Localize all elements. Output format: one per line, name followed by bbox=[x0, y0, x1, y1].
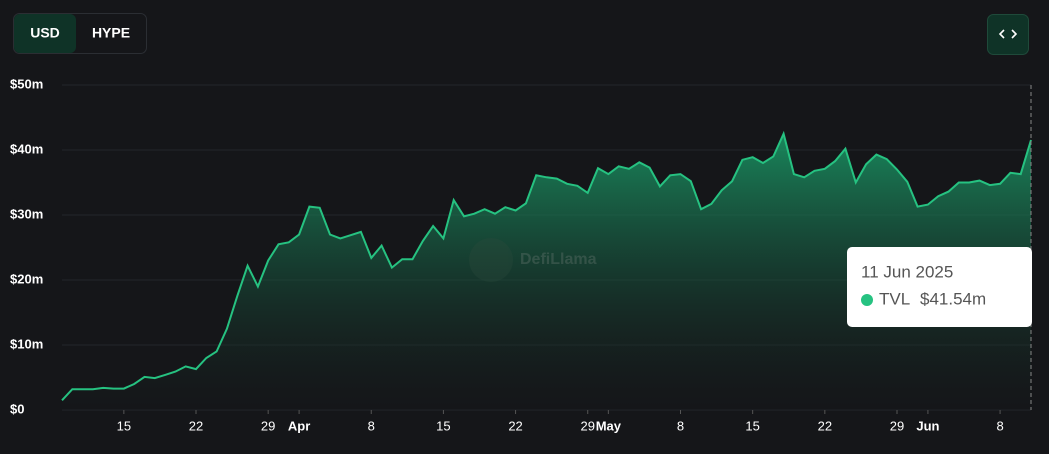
y-tick-label: $0 bbox=[10, 401, 24, 416]
x-tick-label: 15 bbox=[117, 418, 131, 433]
x-tick-label: 15 bbox=[436, 418, 450, 433]
tooltip-value: $41.54m bbox=[920, 289, 986, 308]
watermark-text: DefiLlama bbox=[520, 251, 597, 268]
x-tick-label: 22 bbox=[818, 418, 832, 433]
usd-label[interactable]: USD bbox=[30, 25, 60, 41]
tooltip-marker bbox=[861, 294, 873, 306]
y-tick-label: $30m bbox=[10, 206, 43, 221]
x-tick-label: 8 bbox=[368, 418, 375, 433]
y-tick-label: $40m bbox=[10, 141, 43, 156]
embed-icon bbox=[998, 29, 1018, 39]
tooltip-box bbox=[847, 247, 1032, 327]
watermark: DefiLlama bbox=[469, 238, 597, 282]
usd-button[interactable] bbox=[14, 14, 76, 53]
y-tick-label: $50m bbox=[10, 76, 43, 91]
x-tick-label: 29 bbox=[261, 418, 275, 433]
area-fill bbox=[62, 133, 1031, 411]
area-line bbox=[61, 130, 1032, 401]
y-tick-label: $10m bbox=[10, 336, 43, 351]
embed-button[interactable] bbox=[987, 14, 1029, 55]
x-tick-label: Jun bbox=[916, 418, 939, 433]
x-tick-label: 8 bbox=[677, 418, 684, 433]
x-tick-label: 29 bbox=[890, 418, 904, 433]
x-tick-label: May bbox=[596, 418, 622, 433]
x-tick-label: 29 bbox=[580, 418, 594, 433]
watermark-logo bbox=[469, 238, 513, 282]
x-tick-label: 8 bbox=[996, 418, 1003, 433]
x-tick-label: Apr bbox=[288, 418, 310, 433]
hype-label[interactable]: HYPE bbox=[92, 25, 130, 41]
tooltip: 11 Jun 2025 TVL $41.54m bbox=[847, 247, 1032, 327]
y-tick-label: $20m bbox=[10, 271, 43, 286]
tooltip-series: TVL bbox=[879, 289, 910, 308]
tooltip-date: 11 Jun 2025 bbox=[861, 262, 953, 281]
x-tick-label: 22 bbox=[508, 418, 522, 433]
x-tick-label: 15 bbox=[745, 418, 759, 433]
x-tick-label: 22 bbox=[189, 418, 203, 433]
